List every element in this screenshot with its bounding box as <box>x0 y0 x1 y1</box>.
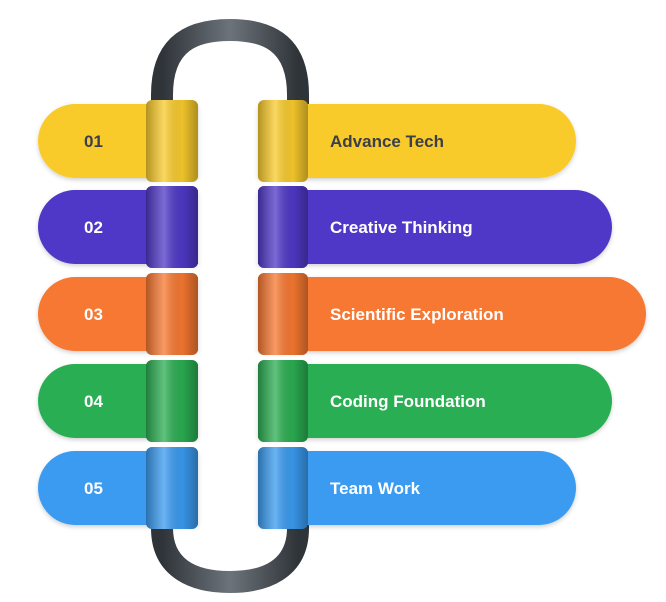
ribbon-left-fold-shade <box>146 360 198 442</box>
ribbon-right-segment <box>258 190 612 264</box>
step-label: Team Work <box>330 479 421 498</box>
ribbon-row: 05 Team Work <box>38 447 576 529</box>
ribbon-row: 04 Coding Foundation <box>38 360 612 442</box>
step-number: 02 <box>84 218 103 237</box>
ribbon-left-fold-shade <box>146 273 198 355</box>
ribbon-right-segment <box>258 451 576 525</box>
connector-arch-bottom <box>151 505 309 594</box>
ribbon-row: 03 Scientific Exploration <box>38 273 646 355</box>
ribbon-right-fold-shade <box>258 360 308 442</box>
step-number: 03 <box>84 305 103 324</box>
ribbon-right-fold-shade <box>258 100 308 182</box>
step-label: Creative Thinking <box>330 218 473 237</box>
step-label: Scientific Exploration <box>330 305 504 324</box>
ribbon-left-fold-shade <box>146 186 198 268</box>
ribbon-right-fold-shade <box>258 273 308 355</box>
ribbon-left-fold-shade <box>146 100 198 182</box>
step-number: 04 <box>84 392 103 411</box>
ribbon-left-fold-shade <box>146 447 198 529</box>
ribbon-row: 01 Advance Tech <box>38 100 576 182</box>
step-number: 01 <box>84 132 103 151</box>
step-label: Advance Tech <box>330 132 444 151</box>
ribbon-right-fold-shade <box>258 186 308 268</box>
connector-arch-top <box>151 18 309 120</box>
ribbon-right-segment <box>258 277 646 351</box>
ribbon-right-segment <box>258 364 612 438</box>
step-number: 05 <box>84 479 103 498</box>
connector-ring <box>151 18 309 594</box>
ribbon-right-fold-shade <box>258 447 308 529</box>
step-label: Coding Foundation <box>330 392 486 411</box>
ribbon-right-segment <box>258 104 576 178</box>
ribbon-row: 02 Creative Thinking <box>38 186 612 268</box>
